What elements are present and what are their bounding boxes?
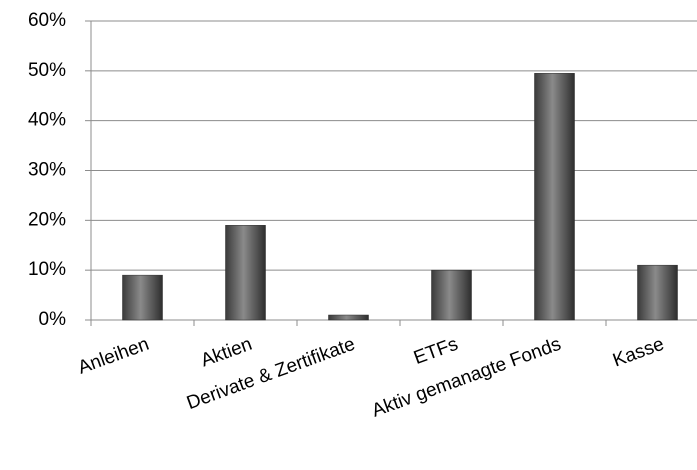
y-tick-label: 60% [28,10,66,31]
y-tick-label: 40% [28,110,66,131]
x-tick-label: Derivate & Zertifikate [184,334,358,414]
y-tick-label: 20% [28,209,66,230]
x-tick-label: ETFs [411,334,461,369]
y-tick-label: 0% [39,309,67,330]
x-tick-label: Kasse [610,334,667,372]
bar [122,274,163,321]
bar [225,225,266,321]
y-tick-label: 50% [28,60,66,81]
y-tick-label: 30% [28,160,66,181]
y-tick-label: 10% [28,259,66,280]
x-tick-label: Anleihen [75,334,152,379]
bar [637,264,678,321]
x-tick-label: Aktiv gemanagte Fonds [369,334,564,422]
bar [328,314,369,321]
x-tick-label: Aktien [198,334,255,372]
bar [431,269,472,321]
bar [534,73,575,321]
